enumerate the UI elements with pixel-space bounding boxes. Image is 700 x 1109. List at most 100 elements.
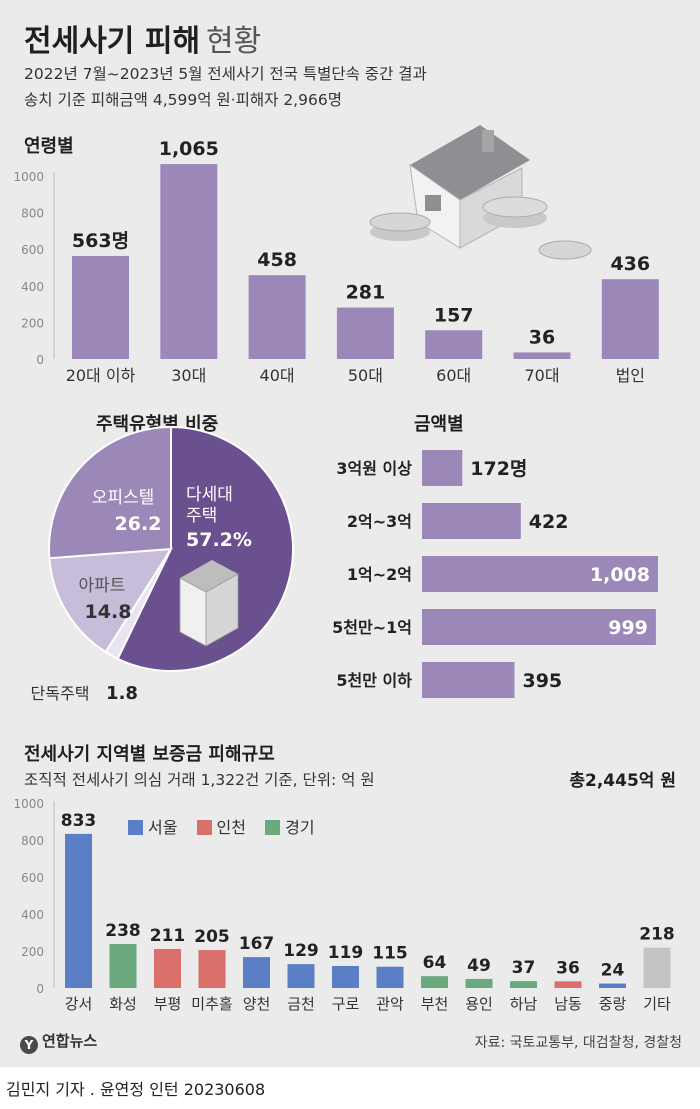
legend-label-incheon: 인천 bbox=[216, 818, 246, 837]
region-value-label: 205 bbox=[194, 927, 230, 947]
region-ytick-label: 0 bbox=[36, 982, 44, 996]
region-value-label: 129 bbox=[283, 941, 319, 961]
source-note: 자료: 국토교통부, 대검찰청, 경찰청 bbox=[474, 1035, 682, 1051]
region-value-label: 218 bbox=[639, 925, 675, 945]
region-ytick-label: 400 bbox=[21, 908, 44, 922]
age-category-label: 50대 bbox=[348, 366, 383, 385]
amount-bars: 3억원 이상 172명 2억~3억 422 1억~2억 1,008 5천만~1억 999 5천만… bbox=[332, 450, 658, 698]
age-y-axis: 0 200 400 600 800 1000 bbox=[13, 170, 55, 367]
region-bar bbox=[332, 965, 359, 988]
age-category-label: 법인 bbox=[616, 366, 645, 385]
amount-value-label: 1,008 bbox=[590, 564, 650, 586]
age-ytick-label: 800 bbox=[21, 207, 44, 221]
legend-item-incheon: 인천 bbox=[196, 818, 246, 837]
amount-category-label: 3억원 이상 bbox=[336, 459, 412, 478]
region-bar bbox=[510, 981, 537, 988]
region-ytick-label: 1000 bbox=[13, 797, 44, 811]
age-value-label: 458 bbox=[257, 249, 297, 271]
age-bar bbox=[72, 255, 129, 359]
title-suffix: 현황 bbox=[206, 24, 262, 59]
region-value-label: 64 bbox=[423, 953, 447, 973]
age-chart-title: 연령별 bbox=[24, 136, 74, 157]
age-value-label: 157 bbox=[434, 304, 474, 326]
region-category-label: 관악 bbox=[376, 995, 404, 1013]
age-ytick-label: 600 bbox=[21, 243, 44, 257]
region-bar bbox=[287, 964, 315, 988]
region-bar bbox=[109, 943, 137, 988]
age-value-label: 281 bbox=[346, 282, 386, 304]
legend-label-seoul: 서울 bbox=[148, 818, 178, 837]
region-value-label: 49 bbox=[467, 956, 491, 976]
amount-category-label: 1억~2억 bbox=[347, 565, 412, 584]
age-ytick-label: 400 bbox=[21, 280, 44, 294]
region-bar bbox=[243, 957, 270, 988]
age-bar bbox=[425, 330, 483, 359]
pie-slice-name: 오피스텔 bbox=[92, 488, 155, 508]
pie-slice-name: 아파트 bbox=[79, 576, 126, 596]
legend-swatch-incheon bbox=[196, 820, 212, 835]
age-ytick-label: 1000 bbox=[13, 170, 44, 184]
region-category-label: 화성 bbox=[109, 995, 137, 1013]
region-value-label: 24 bbox=[601, 961, 625, 981]
region-category-label: 부천 bbox=[421, 995, 449, 1013]
region-ytick-label: 600 bbox=[21, 871, 44, 885]
logo-icon: Y bbox=[20, 1036, 38, 1054]
region-ytick-label: 200 bbox=[21, 945, 44, 959]
region-category-label: 강서 bbox=[65, 995, 93, 1013]
region-value-label: 238 bbox=[105, 921, 141, 941]
region-value-label: 833 bbox=[61, 811, 97, 831]
region-category-label: 금천 bbox=[287, 995, 315, 1013]
region-value-label: 37 bbox=[512, 958, 536, 978]
region-category-label: 중랑 bbox=[599, 995, 627, 1013]
age-category-label: 20대 이하 bbox=[66, 366, 136, 385]
legend-label-gyeonggi: 경기 bbox=[285, 818, 315, 837]
age-bars: 563명 20대 이하 1,065 30대 458 40대 281 50대 157 60대 36 70… bbox=[66, 138, 659, 385]
pie-slice bbox=[116, 425, 295, 672]
amount-category-label: 5천만 이하 bbox=[336, 671, 412, 690]
legend-swatch-seoul bbox=[128, 820, 143, 835]
region-total: 총2,445억 원 bbox=[569, 771, 676, 791]
region-category-label: 기타 bbox=[643, 995, 671, 1013]
region-bars: 833 강서 238 화성 211 부평 205 미추홀 167 양천 129 금천 119 구로 115 관… bbox=[61, 811, 675, 1013]
pie-slice-value: 1.8 bbox=[106, 683, 138, 704]
region-bar bbox=[198, 950, 226, 988]
pie-slice-value: 14.8 bbox=[85, 601, 132, 623]
amount-category-label: 5천만~1억 bbox=[332, 618, 412, 637]
region-value-label: 211 bbox=[150, 926, 186, 946]
amount-bar bbox=[422, 662, 515, 698]
amount-chart-title: 금액별 bbox=[414, 414, 464, 435]
amount-value-label: 999 bbox=[608, 617, 648, 639]
legend-item-seoul: 서울 bbox=[128, 818, 177, 837]
age-ytick-label: 200 bbox=[21, 316, 44, 330]
age-value-label: 1,065 bbox=[159, 138, 219, 160]
amount-value-label: 172명 bbox=[470, 458, 527, 480]
legend-swatch-gyeonggi bbox=[265, 820, 281, 835]
pie-slice-value: 57.2% bbox=[186, 529, 252, 551]
region-bar bbox=[599, 983, 626, 988]
region-value-label: 119 bbox=[328, 943, 364, 963]
amount-category-label: 2억~3억 bbox=[347, 512, 412, 531]
subtitle-line-2: 송치 기준 피해금액 4,599억 원·피해자 2,966명 bbox=[24, 91, 342, 109]
credit-line: 김민지 기자 . 윤연정 인턴 20230608 bbox=[6, 1080, 266, 1099]
house-illustration bbox=[369, 125, 592, 260]
region-category-label: 구로 bbox=[332, 995, 360, 1013]
pie-slice bbox=[48, 425, 172, 560]
publisher-logo: Y 연합뉴스 bbox=[20, 1030, 97, 1054]
region-chart-subtitle: 조직적 전세사기 의심 거래 1,322건 기준, 단위: 억 원 bbox=[24, 771, 375, 789]
region-category-label: 부평 bbox=[154, 995, 182, 1013]
pie-slice-value: 26.2 bbox=[115, 513, 162, 535]
age-category-label: 30대 bbox=[171, 366, 206, 385]
age-value-label: 436 bbox=[610, 253, 650, 275]
region-value-label: 36 bbox=[556, 958, 580, 978]
region-bar bbox=[421, 976, 448, 988]
amount-bar bbox=[422, 556, 658, 592]
subtitle-line-1: 2022년 7월~2023년 5월 전세사기 전국 특별단속 중간 결과 bbox=[24, 65, 427, 83]
apartment-building-illustration bbox=[179, 560, 239, 647]
age-category-label: 60대 bbox=[436, 366, 471, 385]
region-bar bbox=[465, 978, 493, 988]
age-value-label: 563명 bbox=[72, 230, 129, 252]
amount-bar bbox=[422, 503, 521, 539]
region-category-label: 양천 bbox=[243, 995, 271, 1013]
